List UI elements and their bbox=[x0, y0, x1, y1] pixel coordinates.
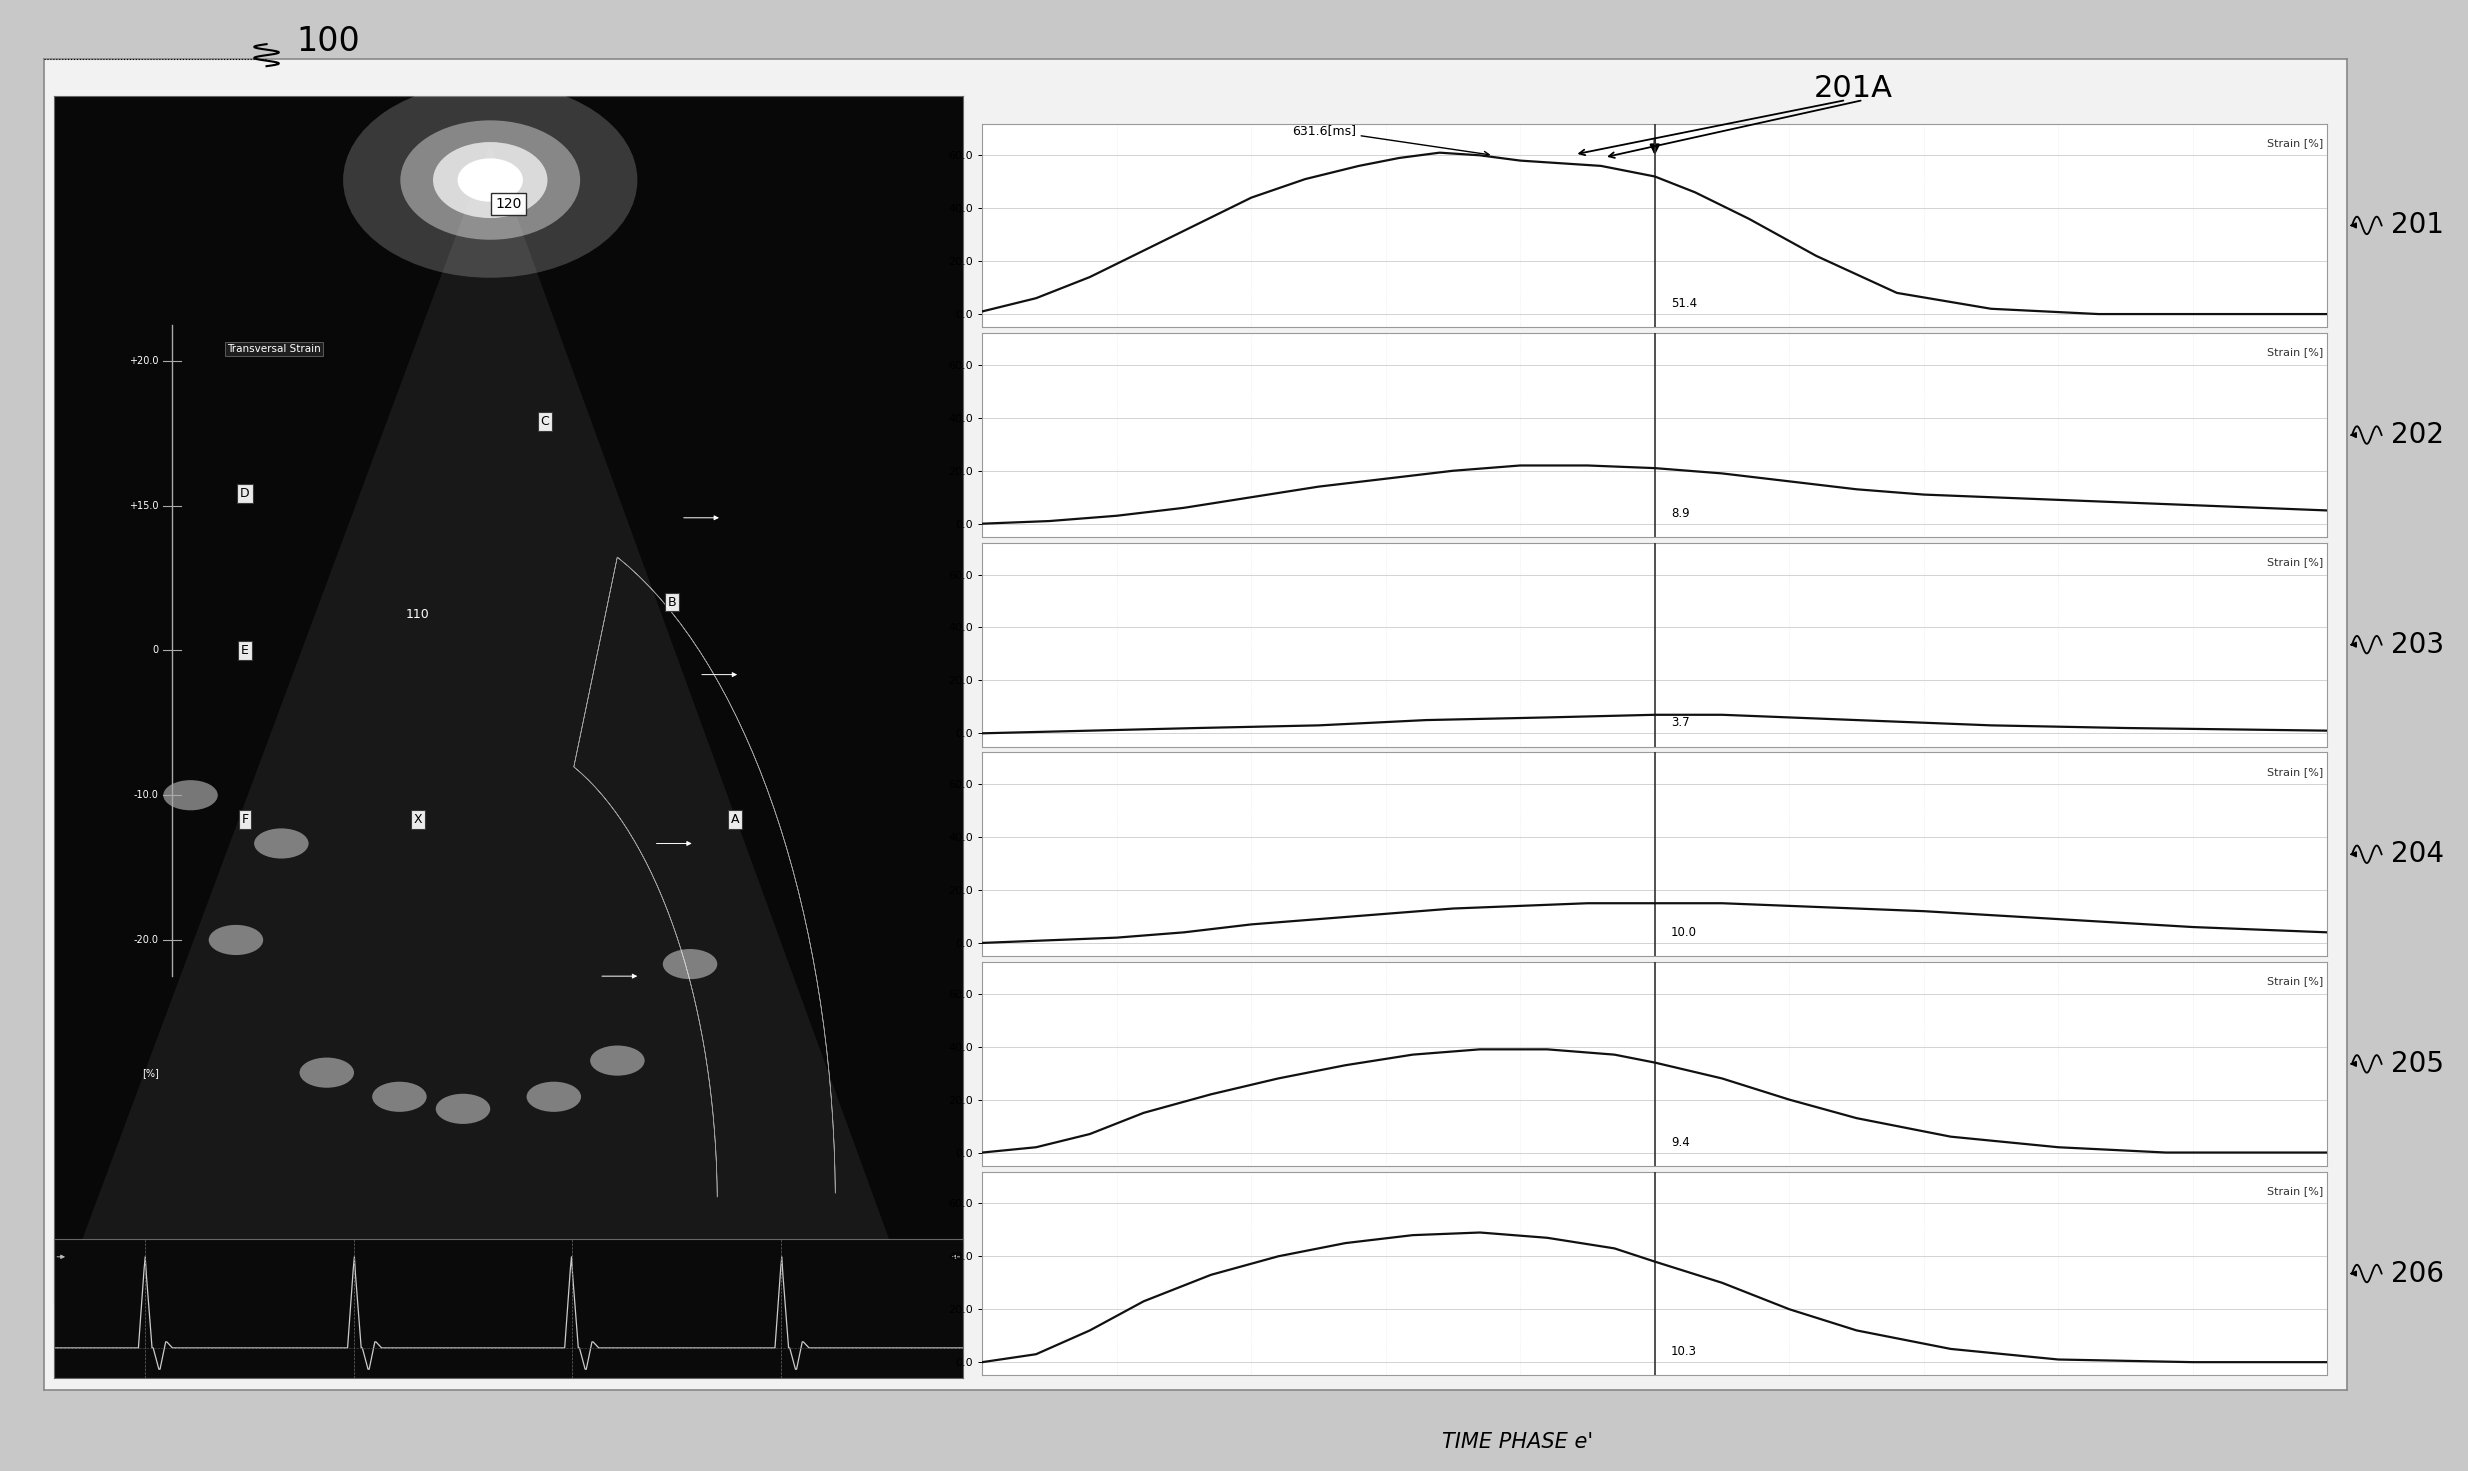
Text: A: A bbox=[731, 813, 740, 825]
Text: TIME PHASE e': TIME PHASE e' bbox=[1441, 1431, 1594, 1452]
Ellipse shape bbox=[254, 828, 308, 859]
Ellipse shape bbox=[457, 159, 523, 202]
Text: Strain [%]: Strain [%] bbox=[2268, 347, 2322, 357]
Text: 206: 206 bbox=[2391, 1259, 2443, 1287]
Text: Strain [%]: Strain [%] bbox=[2268, 977, 2322, 986]
Ellipse shape bbox=[400, 121, 580, 240]
Text: +15.0: +15.0 bbox=[128, 500, 158, 510]
Polygon shape bbox=[575, 558, 834, 1197]
Text: 202: 202 bbox=[2391, 421, 2443, 449]
Text: 10.0: 10.0 bbox=[1671, 925, 1698, 938]
Text: Transversal Strain: Transversal Strain bbox=[227, 344, 321, 355]
Text: C: C bbox=[540, 415, 548, 428]
Ellipse shape bbox=[432, 143, 548, 218]
Ellipse shape bbox=[664, 949, 718, 980]
Text: 631.6[ms]: 631.6[ms] bbox=[1291, 124, 1488, 156]
Text: X: X bbox=[412, 813, 422, 825]
Ellipse shape bbox=[590, 1046, 644, 1075]
Text: 51.4: 51.4 bbox=[1671, 297, 1698, 310]
Text: 8.9: 8.9 bbox=[1671, 506, 1691, 519]
Text: 110: 110 bbox=[405, 608, 429, 621]
Text: 0: 0 bbox=[153, 646, 158, 656]
Polygon shape bbox=[81, 144, 891, 1242]
Text: 201: 201 bbox=[2391, 212, 2443, 240]
Ellipse shape bbox=[210, 925, 264, 955]
Text: 9.4: 9.4 bbox=[1671, 1136, 1691, 1149]
Text: Strain [%]: Strain [%] bbox=[2268, 558, 2322, 566]
Text: 201A: 201A bbox=[1814, 74, 1893, 103]
Text: [%]: [%] bbox=[141, 1068, 158, 1078]
Text: 203: 203 bbox=[2391, 631, 2446, 659]
Text: E: E bbox=[242, 644, 249, 658]
Text: Strain [%]: Strain [%] bbox=[2268, 766, 2322, 777]
Ellipse shape bbox=[526, 1081, 580, 1112]
Text: 100: 100 bbox=[296, 25, 360, 57]
Ellipse shape bbox=[343, 82, 637, 278]
Text: +20.0: +20.0 bbox=[128, 356, 158, 366]
Text: 10.3: 10.3 bbox=[1671, 1344, 1698, 1358]
Text: F: F bbox=[242, 813, 249, 825]
Text: D: D bbox=[239, 487, 249, 500]
Text: -20.0: -20.0 bbox=[133, 936, 158, 944]
Text: Strain [%]: Strain [%] bbox=[2268, 138, 2322, 147]
Text: -10.0: -10.0 bbox=[133, 790, 158, 800]
Ellipse shape bbox=[437, 1094, 491, 1124]
Text: 3.7: 3.7 bbox=[1671, 716, 1691, 730]
Ellipse shape bbox=[163, 780, 217, 811]
Text: Strain [%]: Strain [%] bbox=[2268, 1186, 2322, 1196]
Ellipse shape bbox=[373, 1081, 427, 1112]
Text: 204: 204 bbox=[2391, 840, 2443, 868]
Text: 205: 205 bbox=[2391, 1050, 2443, 1078]
Text: 120: 120 bbox=[496, 197, 521, 212]
Text: B: B bbox=[666, 596, 676, 609]
Ellipse shape bbox=[299, 1058, 353, 1087]
